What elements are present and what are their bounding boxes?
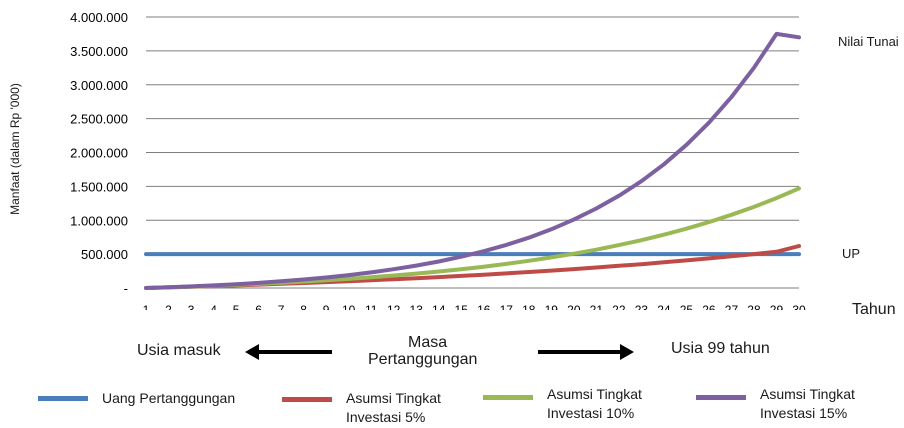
x-tick-label: 29 [770, 303, 784, 310]
legend-item-investasi-10: Asumsi Tingkat Investasi 10% [483, 385, 642, 423]
x-tick-label: 23 [635, 303, 649, 310]
legend-swatch [38, 396, 88, 401]
y-tick-label: 1.500.000 [70, 179, 128, 194]
legend-item-uang-pertanggungan: Uang Pertanggungan [38, 389, 235, 408]
masa-caption: Masa [408, 334, 448, 351]
nilai-tunai-annotation: Nilai Tunai [838, 34, 899, 49]
pertanggungan-caption: Pertanggungan [368, 351, 478, 368]
x-tick-label: 10 [342, 303, 356, 310]
gridlines [146, 16, 799, 289]
y-tick-label: 3.500.000 [70, 44, 128, 59]
y-tick-label: 4.000.000 [70, 10, 128, 25]
x-tick-label: 19 [545, 303, 559, 310]
x-tick-label: 7 [278, 303, 285, 310]
up-annotation: UP [842, 246, 861, 261]
x-tick-label: 28 [747, 303, 761, 310]
y-axis-label: Manfaat (dalam Rp '000) [8, 83, 22, 215]
x-tick-label: 12 [387, 303, 401, 310]
left-arrow-icon [245, 344, 259, 360]
x-tick-label: 3 [188, 303, 195, 310]
legend-item-investasi-5: Asumsi Tingkat Investasi 5% [282, 389, 441, 427]
x-tick-label: 11 [365, 303, 378, 310]
x-tick-label: 6 [255, 303, 262, 310]
y-tick-label: 3.000.000 [70, 78, 128, 93]
left-arrow-shaft [258, 350, 332, 354]
right-arrow-shaft [538, 350, 622, 354]
y-tick-label: - [124, 281, 128, 296]
usia-99-caption: Usia 99 tahun [671, 340, 770, 357]
y-tick-label: 2.000.000 [70, 146, 128, 161]
x-tick-label: 2 [165, 303, 172, 310]
x-tick-label: 25 [680, 303, 694, 310]
right-arrow-icon [620, 344, 634, 360]
legend-label: Asumsi Tingkat Investasi 10% [547, 386, 642, 421]
x-tick-label: 4 [210, 303, 217, 310]
y-tick-label: 1.000.000 [70, 213, 128, 228]
series-line-3 [144, 31, 801, 290]
x-tick-label: 14 [432, 303, 446, 310]
x-tick-label: 17 [500, 303, 514, 310]
x-tick-label: 20 [567, 303, 581, 310]
legend-swatch [483, 394, 533, 400]
legend-label: Uang Pertanggungan [102, 390, 236, 406]
legend-swatch [696, 394, 746, 400]
x-tick-label: 1 [143, 303, 150, 310]
legend-swatch [282, 396, 332, 402]
x-tick-label: 15 [455, 303, 469, 310]
x-tick-label: 27 [725, 303, 739, 310]
x-axis-label: Tahun [852, 301, 896, 318]
legend-label: Asumsi Tingkat Investasi 15% [760, 386, 855, 421]
x-axis-ticks: 1 2 3 4 5 6 7 8 9 10 11 12 13 14 15 16 17 18 19 20 21 22 23 24 2… [143, 303, 806, 310]
series-line-2 [144, 186, 801, 290]
series-lines [144, 31, 801, 290]
x-tick-label: 21 [590, 303, 604, 310]
x-tick-label: 8 [300, 303, 307, 310]
x-tick-label: 22 [612, 303, 626, 310]
x-tick-label: 18 [522, 303, 536, 310]
y-tick-label: 500.000 [81, 247, 128, 262]
x-tick-label: 26 [702, 303, 716, 310]
x-tick-label: 9 [323, 303, 330, 310]
y-tick-label: 2.500.000 [70, 112, 128, 127]
x-tick-label: 24 [657, 303, 671, 310]
y-axis-ticks: - 500.000 1.000.000 1.500.000 2.000.000 2.500… [70, 10, 128, 296]
legend-label: Asumsi Tingkat Investasi 5% [346, 390, 441, 425]
line-chart: - 500.000 1.000.000 1.500.000 2.000.000 2.500… [70, 10, 806, 310]
legend-item-investasi-15: Asumsi Tingkat Investasi 15% [696, 385, 855, 423]
x-tick-label: 13 [410, 303, 424, 310]
usia-masuk-caption: Usia masuk [137, 342, 221, 359]
x-tick-label: 16 [477, 303, 491, 310]
x-tick-label: 5 [233, 303, 240, 310]
x-tick-label: 30 [792, 303, 806, 310]
